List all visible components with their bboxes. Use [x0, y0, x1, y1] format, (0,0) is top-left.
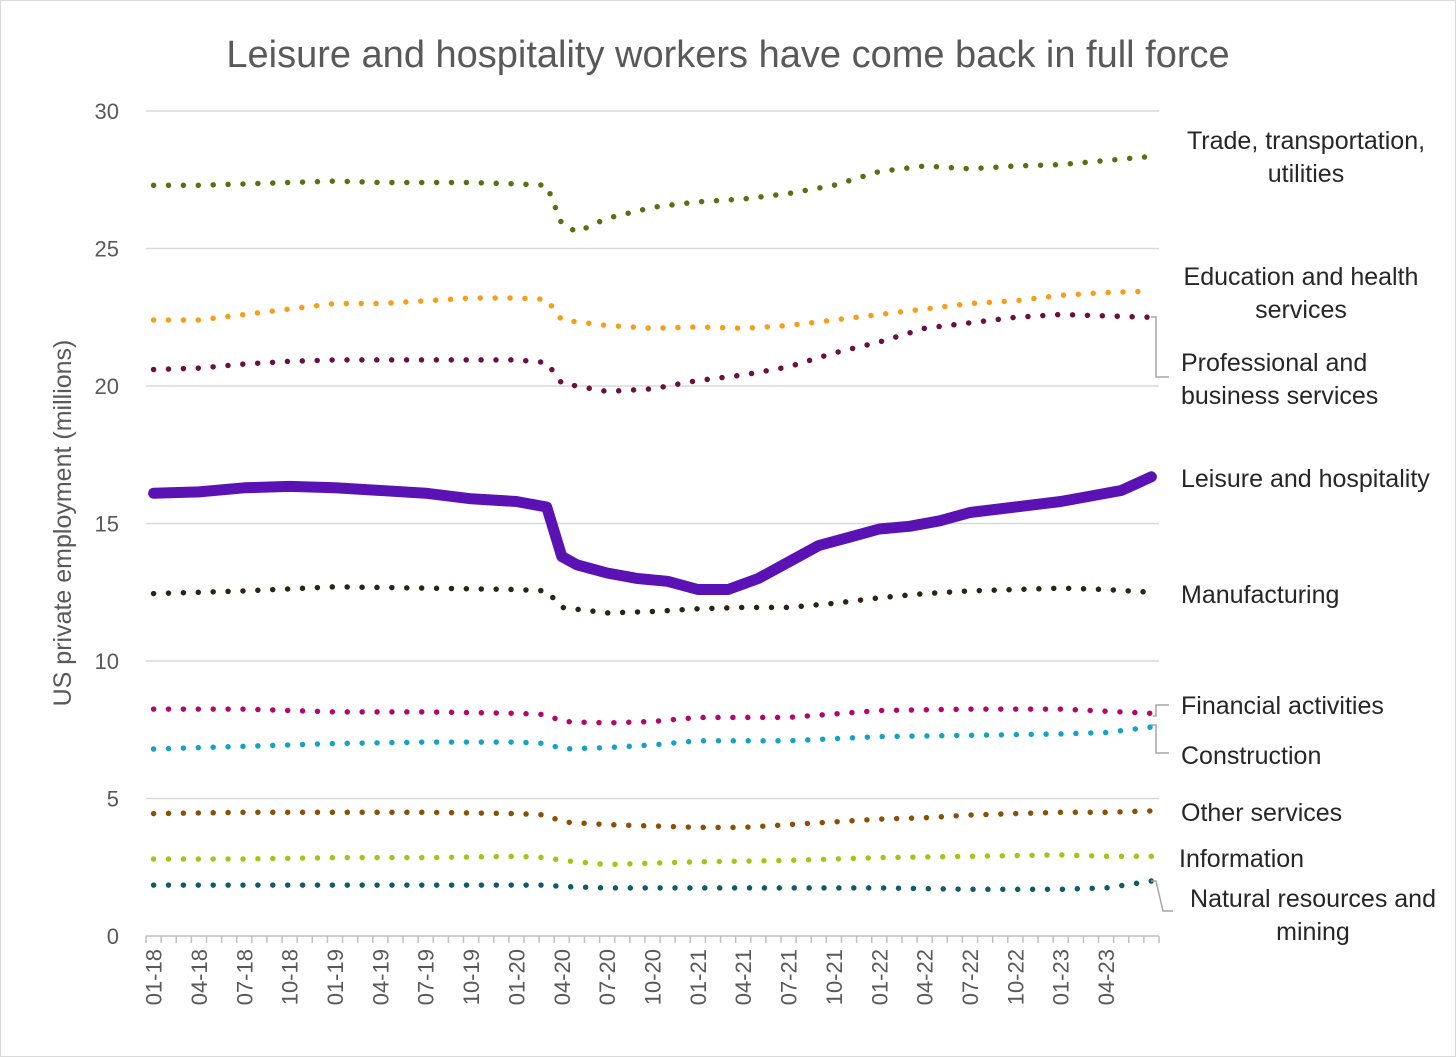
- x-tick-label: 01-22: [867, 949, 892, 1005]
- x-tick-label: 01-21: [686, 949, 711, 1005]
- series-label: Construction: [1181, 742, 1321, 770]
- series-line-other-services: [150, 808, 1155, 831]
- x-tick-label: 10-21: [822, 949, 847, 1005]
- series-label-line: business services: [1181, 382, 1378, 410]
- series-line-leisure-and-hospitality: [148, 471, 1157, 595]
- series-label-line: Leisure and hospitality: [1181, 465, 1430, 493]
- x-tick-label: 01-18: [142, 949, 167, 1005]
- label-leader-line: [1151, 316, 1169, 378]
- series-label: Leisure and hospitality: [1181, 465, 1430, 493]
- x-tick-label: 04-22: [913, 949, 938, 1005]
- y-axis-label: US private employment (millions): [49, 340, 77, 707]
- x-tick-label: 04-21: [731, 949, 756, 1005]
- series-label: Financial activities: [1181, 692, 1384, 720]
- series-label-line: Other services: [1181, 799, 1342, 827]
- x-tick-label: 04-19: [368, 949, 393, 1005]
- series-label: Education and health services: [1184, 263, 1419, 324]
- x-tick-label: 01-20: [504, 949, 529, 1005]
- x-tick-label: 07-18: [232, 949, 257, 1005]
- series-label-line: Financial activities: [1181, 692, 1384, 720]
- series-label-line: mining: [1276, 918, 1350, 946]
- x-tick-label: 07-21: [777, 949, 802, 1005]
- series-label-line: Natural resources and: [1190, 885, 1436, 913]
- series-label: Natural resources and mining: [1190, 885, 1436, 946]
- y-tick-label: 10: [95, 649, 119, 674]
- x-tick-label: 07-22: [958, 949, 983, 1005]
- label-leader-line: [1151, 724, 1169, 754]
- series-label-line: utilities: [1268, 160, 1344, 188]
- series-label-line: services: [1255, 296, 1347, 324]
- series-label-line: Manufacturing: [1181, 581, 1339, 609]
- label-leader-line: [1151, 880, 1173, 912]
- x-axis-ticks: 01-18 04-18 07-18 10-18 01-19 04-19 07-19 10-19…: [142, 936, 1160, 1005]
- series-line-trade-transportation-utilities: [150, 153, 1155, 235]
- series-label-line: Information: [1179, 845, 1304, 873]
- series-label-line: Trade, transportation,: [1187, 127, 1425, 155]
- series-line-construction: [150, 724, 1155, 752]
- series-labels: Trade, transportation, utilities Education…: [1151, 127, 1436, 946]
- series-line-information: [150, 852, 1155, 868]
- series-label: Professional and business services: [1181, 349, 1378, 410]
- y-tick-label: 20: [95, 374, 119, 399]
- series-line-manufacturing: [150, 584, 1155, 616]
- chart-title: Leisure and hospitality workers have com…: [226, 34, 1229, 76]
- series-label-line: Professional and: [1181, 349, 1367, 377]
- series-line-education-and-health-services: [150, 288, 1155, 332]
- x-tick-label: 10-19: [459, 949, 484, 1005]
- gridlines: [146, 110, 1159, 937]
- x-tick-label: 04-23: [1094, 949, 1119, 1005]
- series-label-line: Construction: [1181, 742, 1321, 770]
- y-tick-label: 30: [95, 99, 119, 124]
- series-label-line: Education and health: [1184, 263, 1419, 291]
- x-tick-label: 01-23: [1049, 949, 1074, 1005]
- y-tick-label: 25: [95, 237, 119, 262]
- series-label: Other services: [1181, 799, 1342, 827]
- x-tick-label: 07-19: [414, 949, 439, 1005]
- series-label: Trade, transportation, utilities: [1187, 127, 1425, 188]
- y-axis-ticks: 0 5 10 15 20 25 30: [95, 99, 119, 949]
- y-tick-label: 15: [95, 512, 119, 537]
- series-line-natural-resources-and-mining: [150, 878, 1155, 893]
- x-tick-label: 07-20: [595, 949, 620, 1005]
- series-label: Information: [1179, 845, 1304, 873]
- label-leader-line: [1153, 704, 1169, 717]
- x-tick-label: 10-22: [1003, 949, 1028, 1005]
- y-tick-label: 0: [107, 924, 119, 949]
- x-tick-label: 10-18: [278, 949, 303, 1005]
- x-tick-label: 04-18: [187, 949, 212, 1005]
- series-lines: [148, 153, 1157, 893]
- series-label: Manufacturing: [1181, 581, 1339, 609]
- x-tick-label: 10-20: [641, 949, 666, 1005]
- series-line-financial-activities: [150, 706, 1155, 726]
- x-tick-label: 01-19: [323, 949, 348, 1005]
- x-tick-label: 04-20: [550, 949, 575, 1005]
- series-line-professional-and-business-services: [150, 311, 1155, 395]
- y-tick-label: 5: [107, 787, 119, 812]
